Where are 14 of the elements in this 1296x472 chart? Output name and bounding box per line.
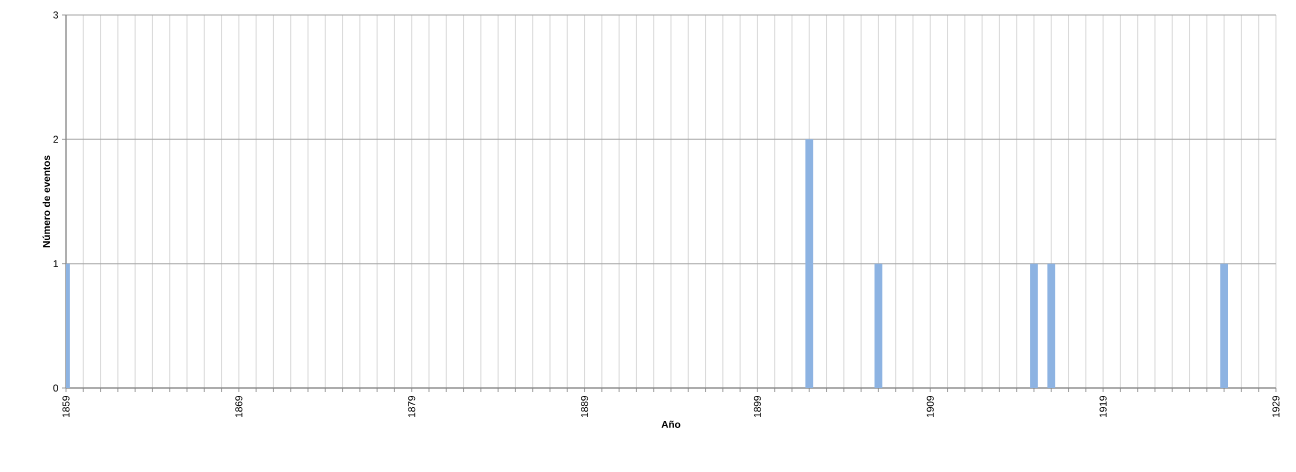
x-tick-label: 1869 [235,396,243,418]
x-tick-label: 1929 [1272,396,1280,418]
x-tick-label: 1859 [62,396,70,418]
x-tick-label: 1879 [408,396,416,418]
y-tick-label: 2 [53,135,58,143]
x-tick-label: 1889 [581,396,589,418]
y-axis-title: Número de eventos [42,155,51,248]
y-tick-label: 0 [53,384,59,392]
x-tick-label: 1899 [753,396,761,418]
x-tick-label: 1919 [1099,396,1107,418]
y-tick-label: 1 [53,260,58,268]
x-tick-label: 1909 [926,396,934,418]
y-tick-label: 3 [53,11,59,19]
x-axis-title: Año [661,420,681,428]
